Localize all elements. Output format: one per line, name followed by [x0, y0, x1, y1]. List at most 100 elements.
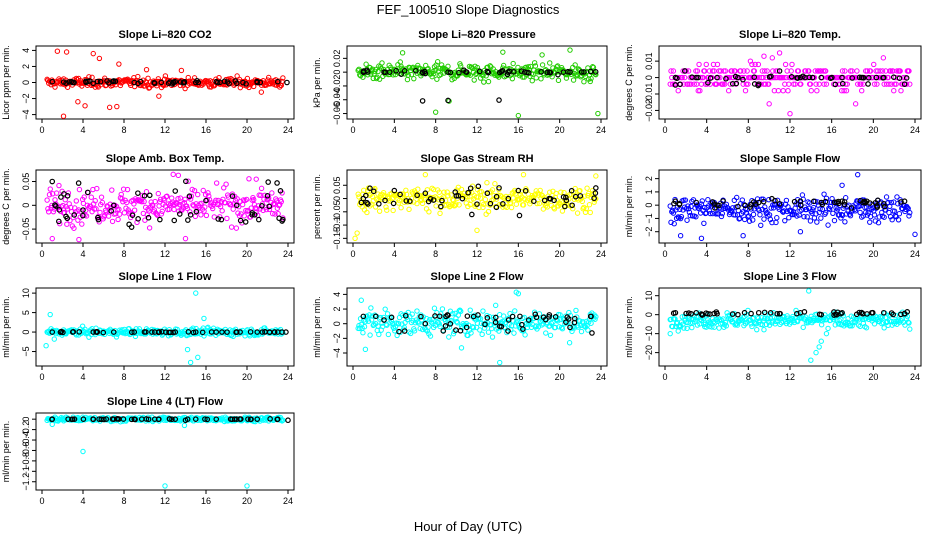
data-point — [783, 197, 790, 204]
x-tick-label: 0 — [39, 249, 44, 259]
x-tick-label: 24 — [596, 125, 606, 135]
reference-point — [98, 416, 105, 423]
reference-point — [176, 211, 183, 217]
data-point — [272, 211, 278, 217]
data-point — [382, 306, 388, 312]
data-point — [668, 68, 674, 74]
reference-point — [110, 202, 117, 209]
outlier-point — [49, 235, 55, 242]
data-point — [782, 217, 788, 224]
data-point — [703, 324, 709, 330]
data-point — [116, 211, 123, 217]
data-point — [145, 75, 151, 82]
data-point — [200, 187, 206, 194]
data-point — [396, 200, 402, 206]
panel-ylabel: ml/min per min. — [1, 421, 11, 483]
x-tick-label: 4 — [80, 372, 85, 382]
reference-point — [568, 187, 575, 194]
reference-point — [547, 195, 554, 202]
reference-point — [838, 310, 844, 317]
data-point — [907, 81, 913, 87]
data-point — [94, 185, 100, 192]
data-point — [585, 65, 591, 71]
data-point — [734, 194, 740, 201]
data-point — [586, 202, 593, 208]
data-point — [816, 209, 822, 216]
data-point — [510, 60, 516, 67]
data-point — [843, 88, 850, 94]
reference-point — [116, 416, 122, 422]
data-point — [894, 194, 900, 200]
reference-point — [587, 68, 594, 75]
data-point — [584, 185, 590, 191]
data-point — [448, 192, 454, 198]
reference-point — [683, 310, 689, 317]
reference-point — [170, 79, 177, 85]
outlier-point — [187, 359, 194, 366]
data-point — [813, 81, 819, 87]
reference-point — [873, 74, 880, 81]
data-point — [813, 211, 819, 217]
reference-point — [581, 69, 587, 75]
data-point — [898, 88, 904, 94]
y-tick-label: −0.06 — [332, 102, 342, 125]
data-point — [481, 79, 487, 85]
reference-point — [591, 195, 597, 202]
data-point — [691, 81, 697, 87]
reference-point — [716, 202, 722, 209]
y-tick-label: −4 — [332, 348, 342, 358]
data-point — [278, 198, 284, 205]
outlier-point — [90, 50, 96, 57]
x-tick-label: 8 — [121, 372, 126, 382]
data-point — [203, 212, 210, 219]
reference-point — [901, 81, 908, 87]
reference-point — [49, 416, 55, 423]
data-point — [863, 209, 869, 216]
reference-point — [856, 74, 863, 81]
y-tick-label: 0.01 — [644, 52, 654, 70]
x-tick-label: 8 — [746, 125, 751, 135]
outlier-point — [193, 290, 199, 296]
reference-point — [202, 416, 208, 422]
data-point — [380, 314, 387, 321]
data-point — [429, 73, 435, 80]
reference-point — [402, 312, 409, 319]
data-point — [183, 203, 190, 209]
reference-point — [733, 80, 740, 87]
data-point — [698, 201, 705, 207]
y-tick-label: −0.1 — [332, 216, 342, 234]
x-tick-label: 12 — [472, 249, 482, 259]
data-point — [578, 328, 585, 335]
reference-point — [485, 69, 492, 76]
data-point — [742, 216, 748, 223]
data-point — [518, 188, 524, 195]
data-point — [93, 206, 99, 212]
data-point — [158, 211, 165, 217]
x-tick-label: 4 — [704, 125, 709, 135]
y-tick-label: 0.05 — [332, 177, 342, 195]
data-point — [881, 214, 887, 220]
data-point — [820, 68, 826, 74]
data-point — [254, 205, 260, 212]
reference-point — [686, 310, 692, 316]
data-point — [766, 196, 772, 203]
y-tick-label: −2 — [644, 227, 654, 237]
reference-point — [157, 216, 163, 223]
data-point — [818, 215, 824, 221]
reference-point — [101, 416, 107, 423]
reference-point — [156, 416, 162, 422]
outlier-point — [855, 171, 861, 178]
y-tick-label: −0.01 — [644, 83, 654, 106]
reference-point — [546, 314, 552, 320]
data-point — [794, 318, 800, 324]
data-point — [434, 76, 440, 82]
x-tick-label: 20 — [868, 125, 878, 135]
reference-point — [712, 205, 718, 211]
reference-point — [445, 69, 451, 75]
reference-point — [80, 207, 86, 213]
reference-point — [569, 202, 575, 209]
x-tick-label: 20 — [242, 372, 252, 382]
x-tick-label: 12 — [785, 125, 795, 135]
data-point — [121, 210, 128, 216]
y-tick-label: 0 — [644, 312, 654, 317]
